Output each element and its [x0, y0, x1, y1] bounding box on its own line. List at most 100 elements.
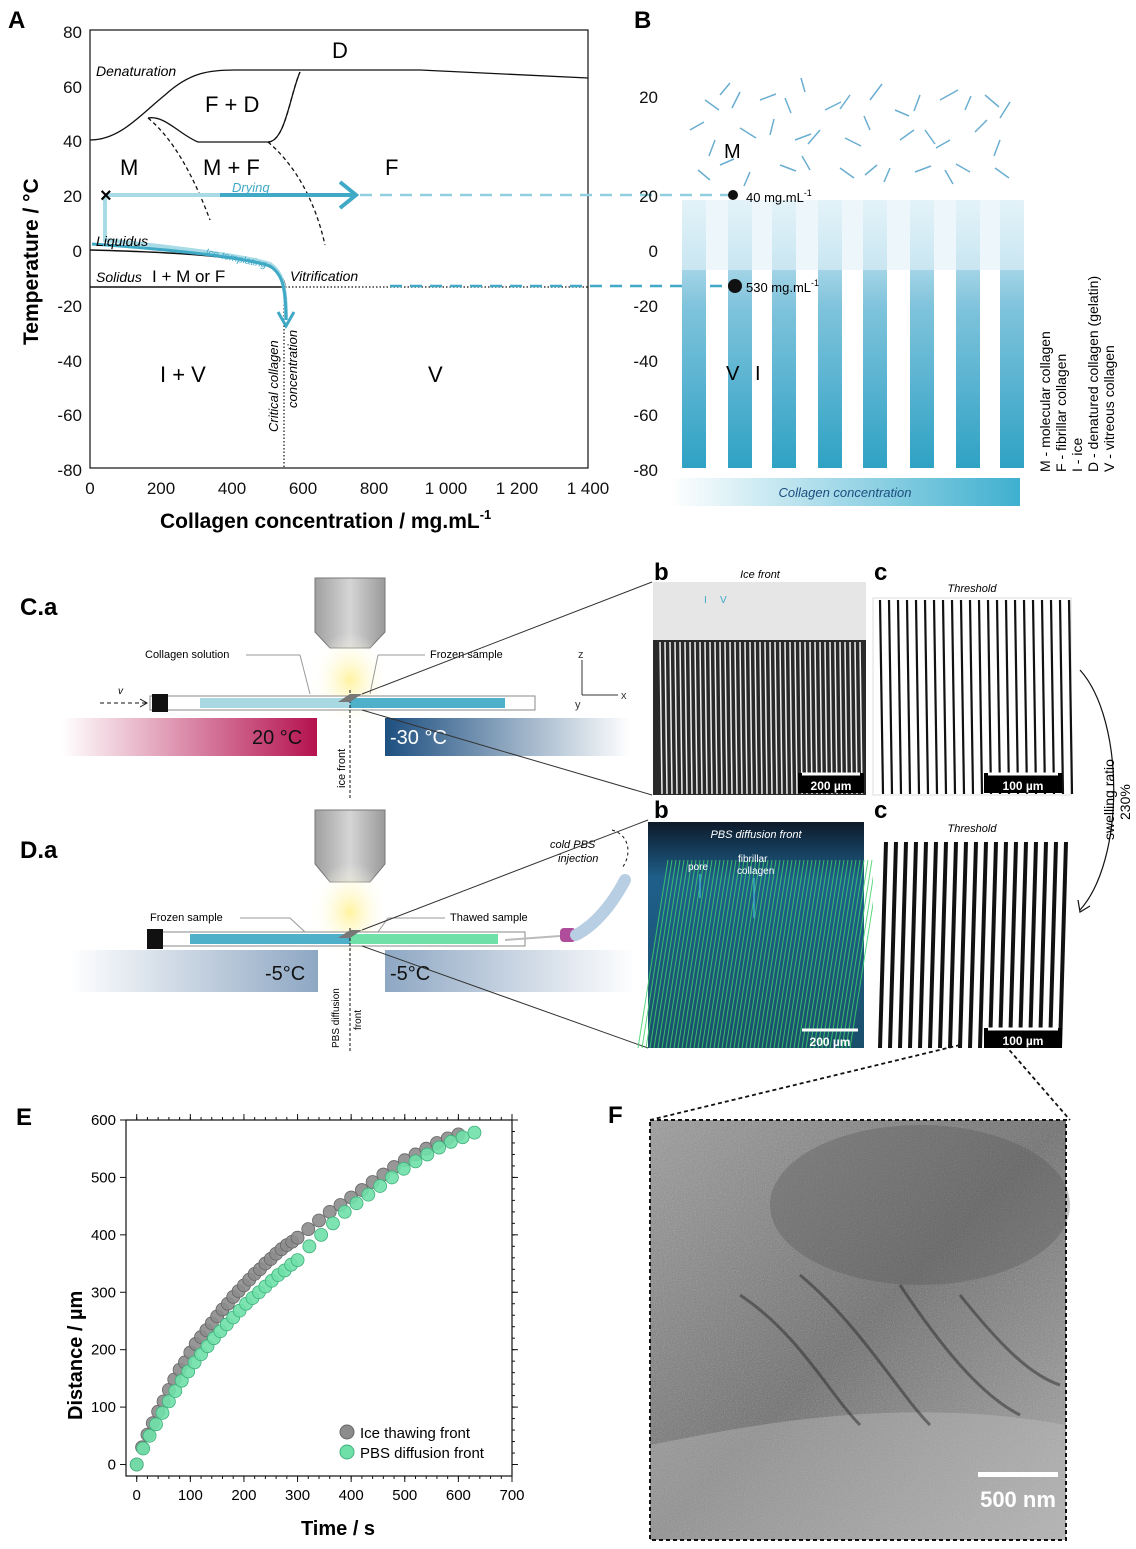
start-cross-icon: × [100, 185, 112, 207]
threshold-line [998, 841, 1008, 1049]
frozen-sample-label: Frozen sample [430, 649, 503, 661]
fibril-line [701, 859, 733, 1049]
pbs-point [385, 1170, 399, 1185]
b-label-v: V [726, 363, 740, 385]
pbs-point [168, 1384, 183, 1398]
left-plate [70, 950, 318, 992]
threshold-line [1018, 841, 1028, 1049]
threshold-line [1038, 841, 1048, 1049]
a-ytick: -60 [57, 406, 82, 425]
velocity-label: v [118, 686, 124, 697]
thawed-sample-bar [350, 934, 498, 944]
frozen-sample-bar [350, 698, 505, 708]
f-zoom-lines [649, 1044, 1071, 1121]
panel-c: C.a 20 °C -30 °C v ice front Collagen so… [0, 559, 1136, 800]
x-tick-label: 500 [392, 1487, 417, 1504]
swelling-curve [1079, 669, 1115, 911]
fibril-line [641, 859, 673, 1049]
lamella [744, 641, 748, 795]
lamella [714, 641, 718, 795]
fibril-line [769, 859, 801, 1049]
sample-slab [338, 694, 362, 702]
pbs-point [420, 1147, 435, 1162]
threshold-line [1058, 841, 1068, 1049]
fibril-line [757, 859, 789, 1049]
region-v: V [428, 362, 443, 387]
threshold-line [918, 841, 928, 1049]
right-plate [385, 950, 635, 992]
a-y-axis-label: Temperature / °C [20, 178, 43, 345]
fibril-line [729, 859, 761, 1049]
pbs-point [467, 1125, 482, 1140]
lamella [749, 641, 753, 795]
a-ytick: -80 [57, 461, 82, 480]
db-pore-label: pore [688, 862, 708, 873]
zoom-line [1004, 1044, 1071, 1121]
lamella-lines [659, 641, 863, 795]
pbs-point [396, 1161, 411, 1176]
a-ytick: 60 [63, 78, 82, 97]
fibril-line [705, 859, 737, 1049]
fibril-line [817, 859, 849, 1049]
fibril-line [781, 859, 813, 1049]
fibril-line [713, 859, 745, 1049]
y-tick-label: 300 [91, 1284, 116, 1301]
fibril-line [761, 859, 793, 1049]
sample-slab [338, 930, 362, 938]
x-tick-label: 600 [446, 1487, 471, 1504]
gradient-label: Collagen concentration [779, 485, 912, 500]
threshold-line [1040, 599, 1047, 795]
piston [152, 694, 168, 712]
mf-dashed-left [147, 117, 211, 221]
lamella [664, 641, 668, 795]
b-ytick: -60 [633, 406, 658, 425]
b-y-ticks: 20 20 0 -20 -40 -60 -80 [633, 88, 658, 480]
threshold-line [905, 599, 912, 795]
x-tick-label: 200 [231, 1487, 256, 1504]
threshold-line [950, 599, 957, 795]
fibril-line [681, 859, 713, 1049]
fibril-line [765, 859, 797, 1049]
panel-letter-b: B [634, 7, 651, 34]
threshold-line [878, 841, 888, 1049]
b-ytick: 20 [639, 187, 658, 206]
threshold-line [1067, 599, 1074, 795]
swelling-label: swelling ratio [1101, 759, 1117, 840]
b-ytick: 0 [649, 242, 658, 261]
lamella [809, 641, 813, 795]
panel-d-svg: D.a -5°C -5°C PBS diffusion front Frozen… [20, 797, 1071, 1052]
lamella [684, 641, 688, 795]
y-tick-label: 600 [91, 1112, 116, 1129]
lamella [849, 641, 853, 795]
a-xtick: 400 [218, 479, 246, 498]
fibril-line [677, 859, 709, 1049]
fibril-line [645, 859, 677, 1049]
zoom-line [361, 709, 653, 796]
label-vitrification: Vitrification [290, 268, 358, 284]
threshold-lines [878, 841, 1068, 1049]
fibril-line [709, 859, 741, 1049]
pbs-point [337, 1204, 352, 1219]
a-xtick: 800 [360, 479, 388, 498]
fibril-line [837, 859, 869, 1049]
swelling-arrow: swelling ratio 230% [1077, 669, 1133, 913]
ice-columns [682, 200, 1024, 468]
tem-texture [650, 1120, 1066, 1540]
db-scale-label: 200 µm [810, 1035, 851, 1049]
fibril-line [693, 859, 725, 1049]
a-ytick: 80 [63, 23, 82, 42]
a-b-connectors [360, 193, 730, 288]
legend-ice: Ice thawing front [360, 1425, 471, 1442]
y-tick-label: 200 [91, 1342, 116, 1359]
a-xtick: 0 [85, 479, 94, 498]
threshold-line [914, 599, 921, 795]
threshold-line [1031, 599, 1038, 795]
swelling-arrowhead [1077, 899, 1091, 913]
temp-cold: -30 °C [390, 727, 447, 749]
label-drying: Drying [232, 180, 270, 195]
pbs-point [373, 1179, 388, 1193]
temp-left: -5°C [265, 963, 305, 985]
legend-item: V - vitreous collagen [1101, 345, 1117, 472]
lamella [804, 641, 808, 795]
y-tick-label: 100 [91, 1399, 116, 1416]
